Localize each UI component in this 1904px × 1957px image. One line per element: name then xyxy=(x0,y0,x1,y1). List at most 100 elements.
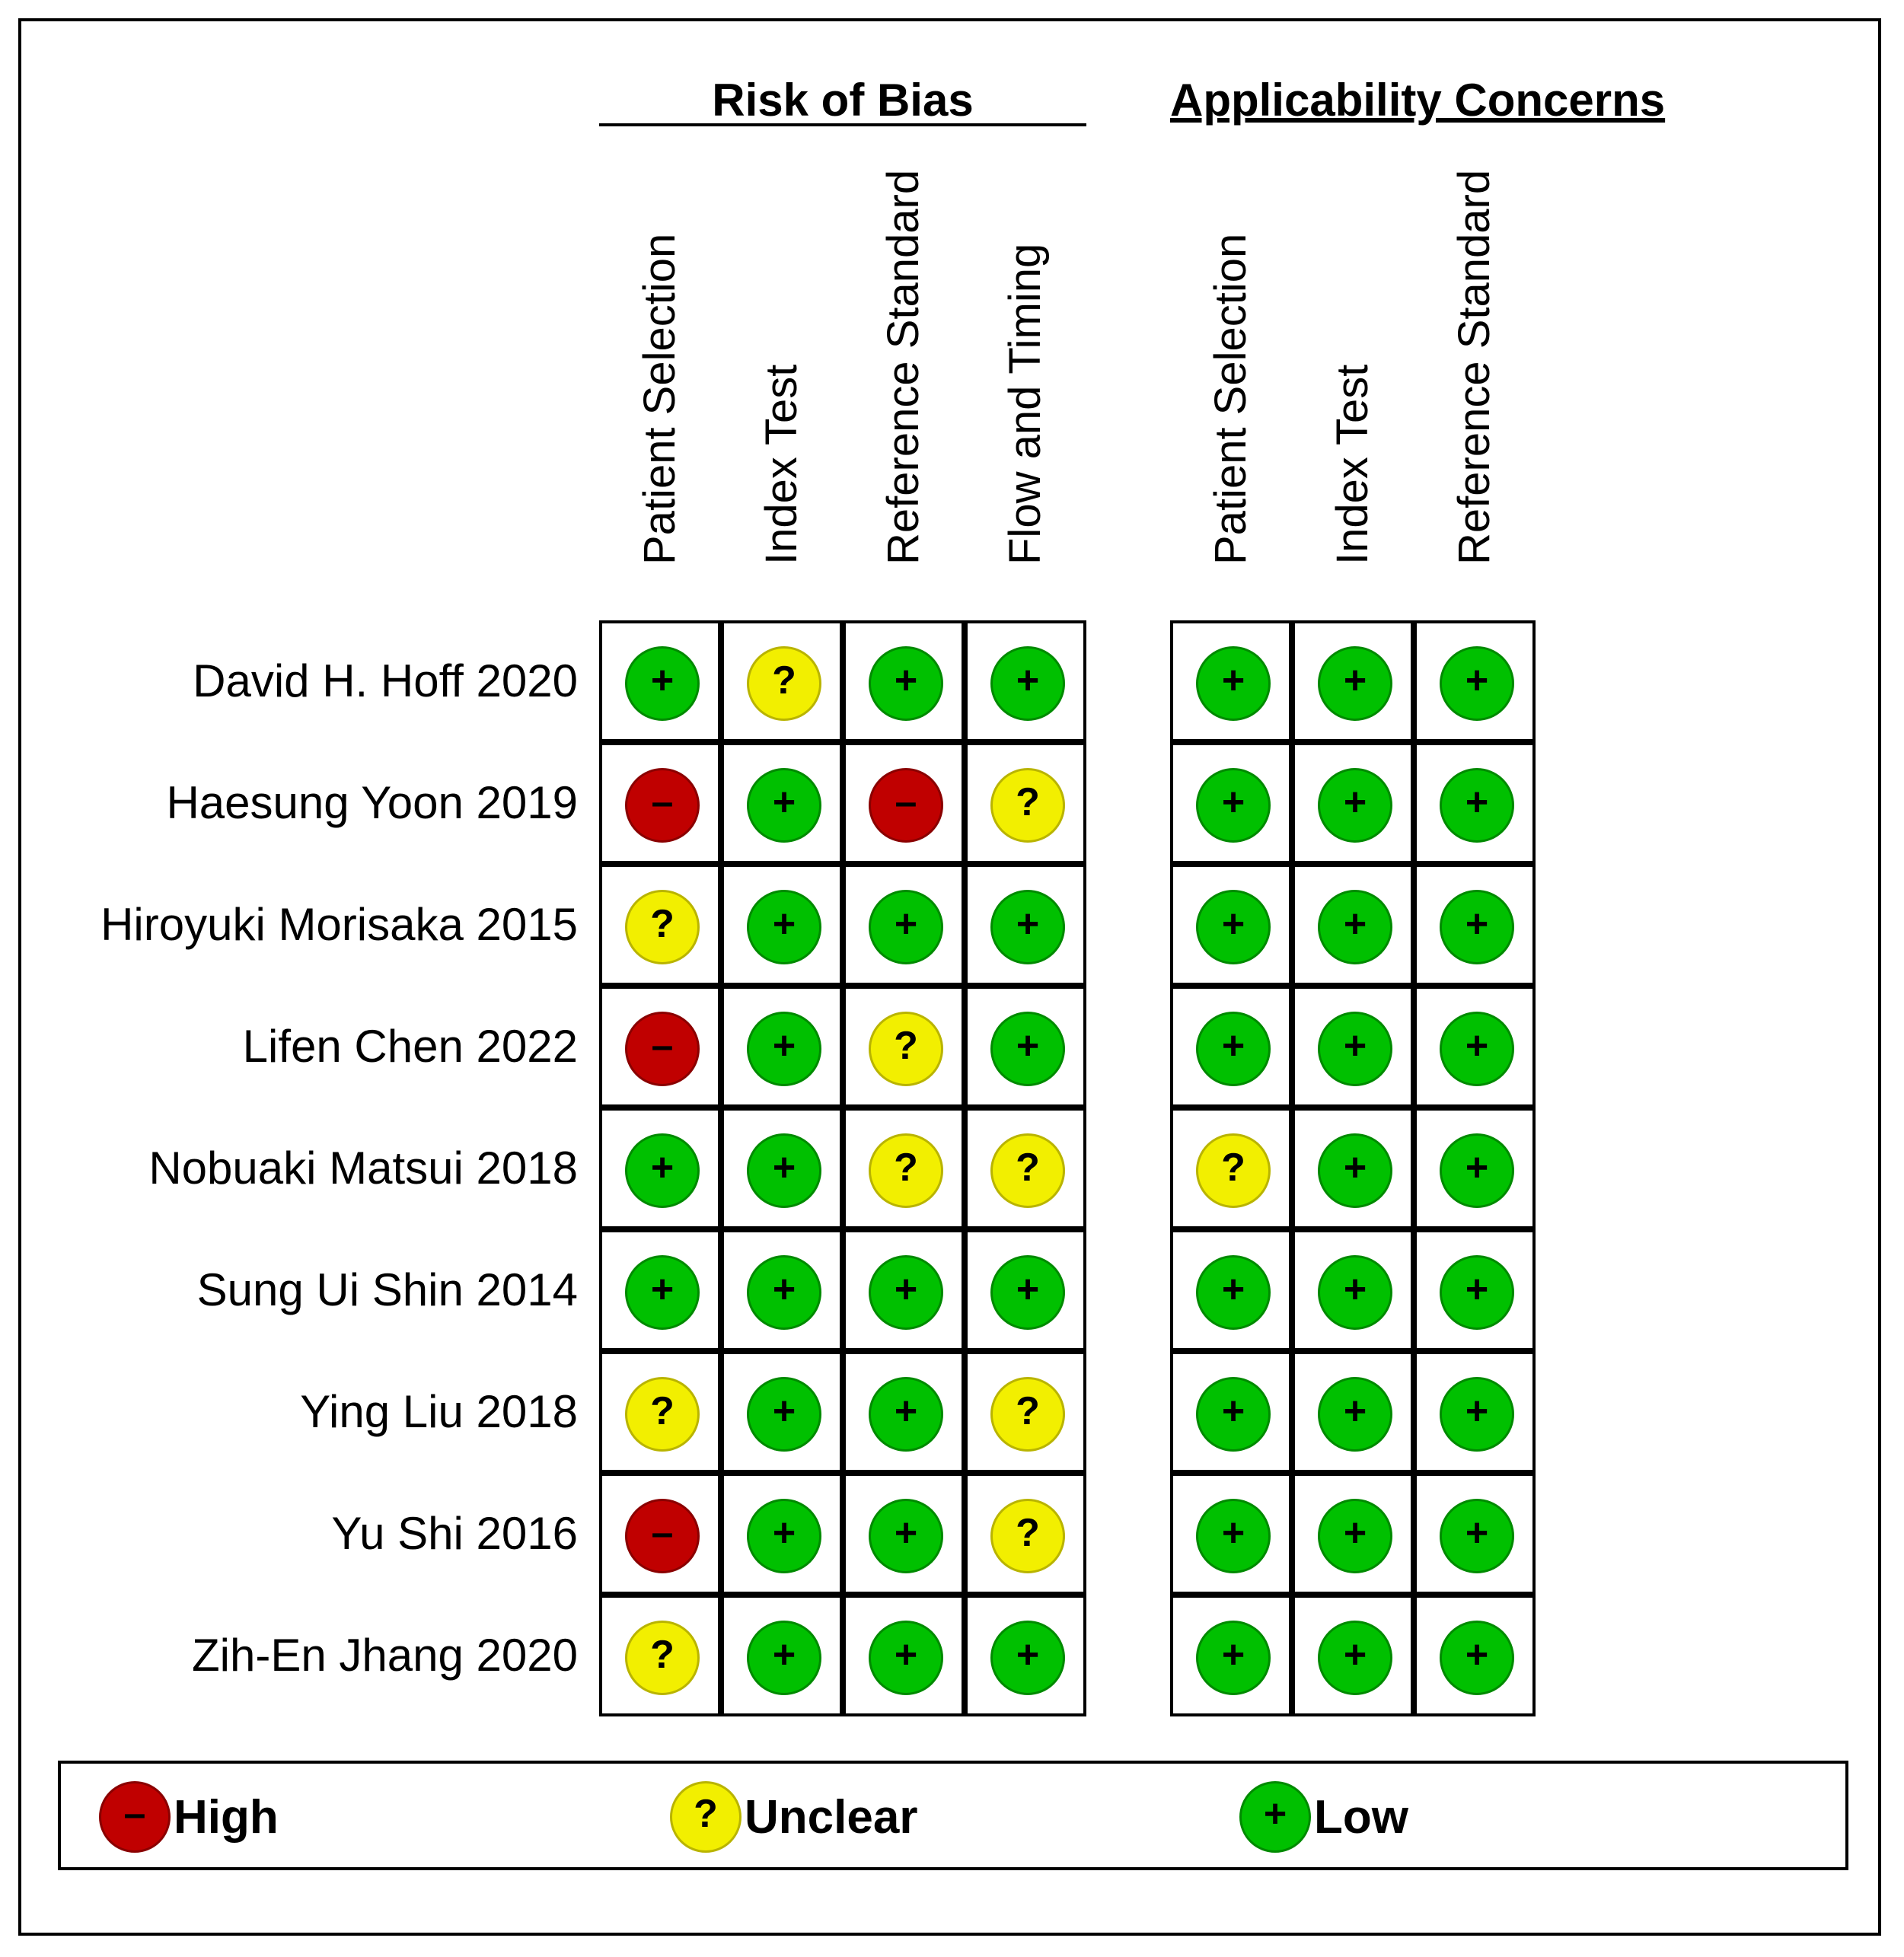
rating-low-symbol: + xyxy=(772,1633,796,1677)
rating-low-symbol: + xyxy=(894,658,918,703)
rating-high-icon: – xyxy=(869,768,943,843)
cell-risk-reference-standard: + xyxy=(843,1229,965,1351)
rating-unclear-symbol: ? xyxy=(650,1389,675,1433)
rating-low-icon: + xyxy=(869,1499,943,1573)
rating-low-icon: + xyxy=(625,1255,700,1330)
group-title-applicability-concerns: Applicability Concerns xyxy=(1170,75,1666,126)
rating-low-symbol: + xyxy=(1343,658,1367,703)
column-header-reference-standard: Reference Standard xyxy=(843,152,965,609)
rating-high-icon: – xyxy=(625,1499,700,1573)
cell-risk-flow-and-timing: + xyxy=(965,986,1086,1108)
rating-unclear-icon: ? xyxy=(990,1133,1065,1208)
column-header-label: Flow and Timing xyxy=(1000,243,1050,565)
rating-unclear-icon: ? xyxy=(869,1012,943,1086)
rating-high-icon: – xyxy=(625,1012,700,1086)
cell-risk-index-test: + xyxy=(721,742,843,864)
study-label: Sung Ui Shin 2014 xyxy=(196,1264,578,1315)
rating-low-icon: + xyxy=(990,1255,1065,1330)
legend-item-unclear: ? Unclear xyxy=(670,1779,917,1855)
rating-low-symbol: + xyxy=(1221,1389,1245,1433)
rating-low-icon: + xyxy=(747,768,821,843)
rating-low-icon: + xyxy=(1196,646,1271,721)
rating-low-symbol: + xyxy=(772,1267,796,1312)
rating-low-icon: + xyxy=(1196,1621,1271,1695)
cell-applicability-index-test: + xyxy=(1292,864,1414,986)
cell-risk-index-test: + xyxy=(721,1595,843,1716)
cell-applicability-patient-selection: + xyxy=(1170,1351,1292,1473)
rating-unclear-symbol: ? xyxy=(772,658,796,703)
column-header-flow-and-timing: Flow and Timing xyxy=(965,152,1086,609)
cell-risk-patient-selection: + xyxy=(599,1108,721,1229)
column-header-index-test: Index Test xyxy=(721,152,843,609)
cell-applicability-index-test: + xyxy=(1292,1351,1414,1473)
rating-low-symbol: + xyxy=(1016,658,1040,703)
cell-risk-index-test: ? xyxy=(721,620,843,742)
rating-high-symbol: – xyxy=(651,1024,674,1068)
rating-unclear-icon: ? xyxy=(990,1499,1065,1573)
rating-low-symbol: + xyxy=(1221,780,1245,824)
cell-risk-index-test: + xyxy=(721,1108,843,1229)
cell-risk-reference-standard: + xyxy=(843,1351,965,1473)
cell-applicability-index-test: + xyxy=(1292,1595,1414,1716)
rating-low-symbol: + xyxy=(1343,1024,1367,1068)
rating-low-symbol: + xyxy=(1221,658,1245,703)
rating-low-icon: + xyxy=(1196,1377,1271,1452)
cell-applicability-reference-standard: + xyxy=(1414,742,1536,864)
cell-applicability-patient-selection: + xyxy=(1170,1229,1292,1351)
legend-high-symbol: – xyxy=(123,1792,146,1836)
rating-unclear-symbol: ? xyxy=(1016,1389,1040,1433)
rating-low-icon: + xyxy=(1318,1012,1392,1086)
rating-unclear-symbol: ? xyxy=(1221,1146,1245,1190)
cell-risk-flow-and-timing: ? xyxy=(965,1351,1086,1473)
rating-low-symbol: + xyxy=(1465,658,1489,703)
rating-low-symbol: + xyxy=(1465,780,1489,824)
rating-low-symbol: + xyxy=(894,1511,918,1555)
rating-low-icon: + xyxy=(747,1621,821,1695)
column-header-label: Patient Selection xyxy=(635,233,684,565)
rating-unclear-icon: ? xyxy=(990,1377,1065,1452)
rating-low-symbol: + xyxy=(1465,1146,1489,1190)
study-label: Haesung Yoon 2019 xyxy=(166,777,578,828)
rating-unclear-icon: ? xyxy=(990,768,1065,843)
rating-low-symbol: + xyxy=(650,1146,675,1190)
cell-risk-flow-and-timing: ? xyxy=(965,1108,1086,1229)
legend-label: High xyxy=(174,1790,279,1844)
legend-label: Low xyxy=(1314,1790,1408,1844)
rating-high-icon: – xyxy=(625,768,700,843)
rating-low-icon: + xyxy=(1318,1377,1392,1452)
rating-unclear-symbol: ? xyxy=(894,1024,918,1068)
legend-item-low: + Low xyxy=(1239,1779,1408,1855)
study-label: Ying Liu 2018 xyxy=(300,1386,578,1437)
rating-low-symbol: + xyxy=(650,1267,675,1312)
rating-low-icon: + xyxy=(1318,1255,1392,1330)
column-header-label: Patient Selection xyxy=(1206,233,1255,565)
rating-low-symbol: + xyxy=(1465,902,1489,946)
cell-applicability-index-test: + xyxy=(1292,1473,1414,1595)
rating-low-symbol: + xyxy=(894,1633,918,1677)
rating-unclear-symbol: ? xyxy=(1016,1511,1040,1555)
cell-applicability-index-test: + xyxy=(1292,742,1414,864)
rating-low-symbol: + xyxy=(772,1511,796,1555)
legend: – High ? Unclear + Low xyxy=(58,1761,1848,1870)
cell-risk-flow-and-timing: + xyxy=(965,864,1086,986)
rating-low-symbol: + xyxy=(1016,1633,1040,1677)
rating-low-icon: + xyxy=(747,1133,821,1208)
rating-unclear-symbol: ? xyxy=(650,1633,675,1677)
rating-unclear-icon: ? xyxy=(869,1133,943,1208)
rating-low-symbol: + xyxy=(1465,1389,1489,1433)
column-header-patient-selection: Patient Selection xyxy=(1170,152,1292,609)
cell-applicability-index-test: + xyxy=(1292,620,1414,742)
cell-applicability-reference-standard: + xyxy=(1414,1473,1536,1595)
column-header-patient-selection: Patient Selection xyxy=(599,152,721,609)
legend-item-high: – High xyxy=(99,1779,279,1855)
rating-high-symbol: – xyxy=(651,1511,674,1555)
cell-risk-index-test: + xyxy=(721,1473,843,1595)
cell-applicability-patient-selection: + xyxy=(1170,620,1292,742)
cell-risk-flow-and-timing: + xyxy=(965,1595,1086,1716)
rating-low-symbol: + xyxy=(894,1389,918,1433)
rating-low-icon: + xyxy=(1440,1012,1514,1086)
rating-low-icon: + xyxy=(1440,890,1514,964)
rating-low-symbol: + xyxy=(1343,1389,1367,1433)
cell-risk-flow-and-timing: + xyxy=(965,1229,1086,1351)
rating-low-icon: + xyxy=(990,890,1065,964)
